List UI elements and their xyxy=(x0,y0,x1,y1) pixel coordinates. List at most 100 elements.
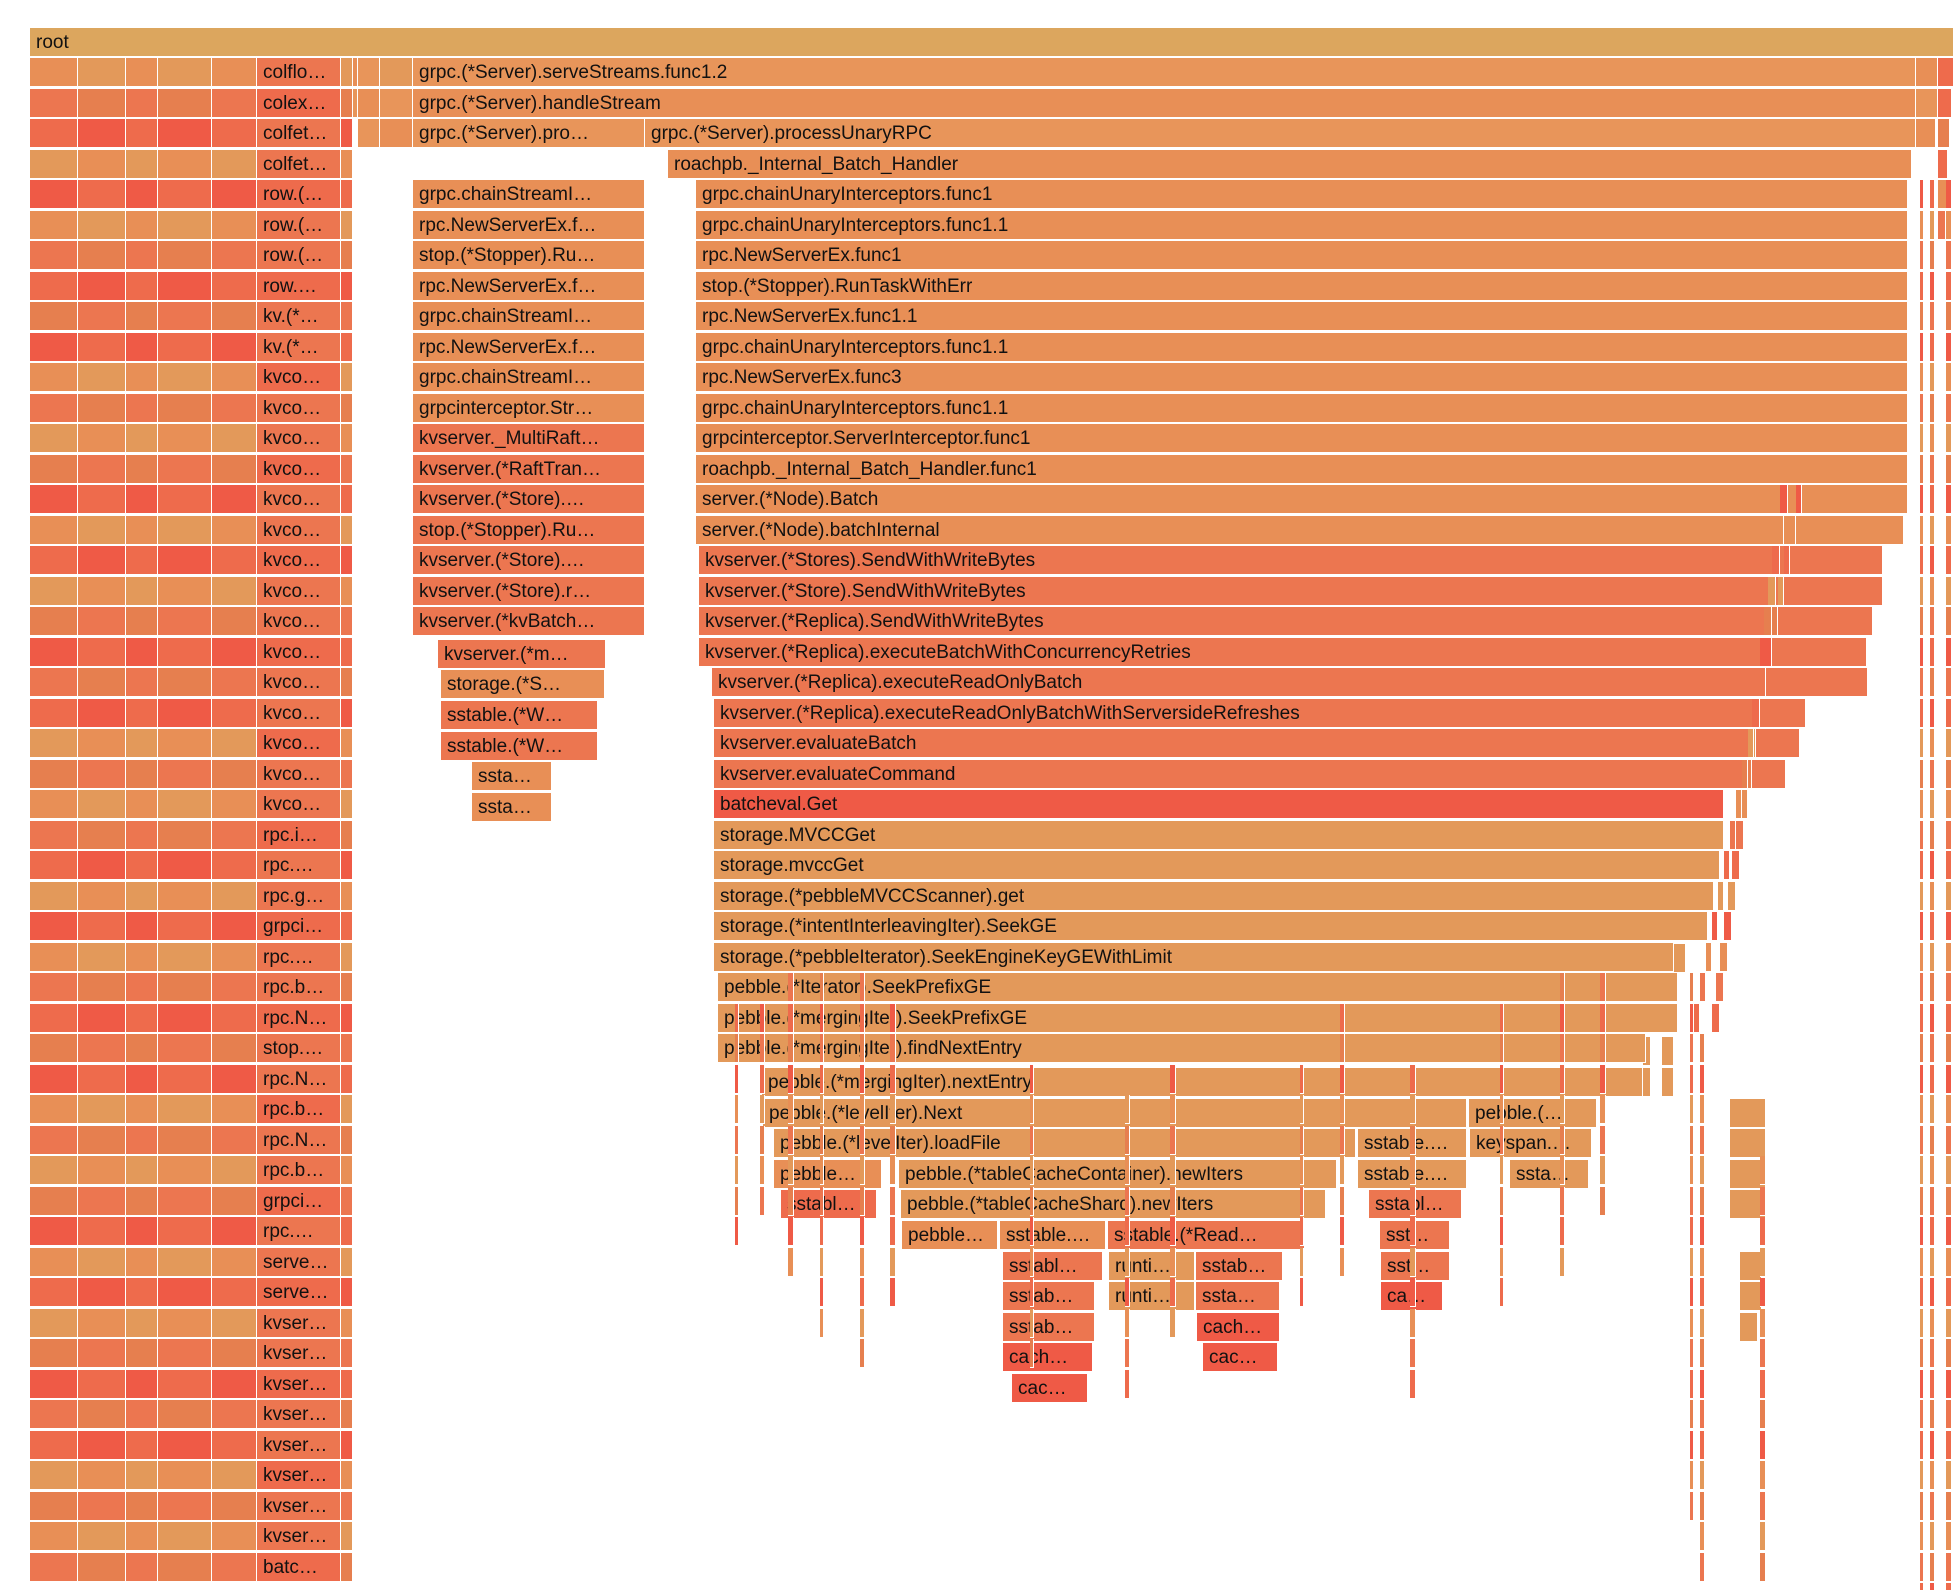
frame-sliver[interactable] xyxy=(1125,1248,1130,1277)
frame-left-strip[interactable] xyxy=(158,1370,212,1399)
frame-left-strip[interactable] xyxy=(78,333,126,362)
frame-sliver[interactable] xyxy=(1700,1522,1705,1551)
frame-main[interactable]: kvserver.(*Replica).executeBatchWithConc… xyxy=(699,638,1867,667)
frame-sliver[interactable] xyxy=(341,1004,353,1033)
frame-sliver[interactable] xyxy=(1946,302,1952,331)
frame-sliver[interactable] xyxy=(1768,577,1776,606)
frame-sliver[interactable] xyxy=(1946,729,1952,758)
frame-left-strip[interactable] xyxy=(30,607,78,636)
frame-sliver[interactable] xyxy=(1643,1037,1651,1066)
frame-sliver[interactable] xyxy=(1946,1339,1952,1368)
frame-sliver[interactable] xyxy=(890,1156,896,1185)
frame-sliver[interactable] xyxy=(1030,1187,1034,1216)
frame-left-strip[interactable] xyxy=(212,516,257,545)
frame-sliver[interactable] xyxy=(358,89,380,118)
frame-sliver[interactable] xyxy=(1724,851,1730,880)
frame-sliver[interactable] xyxy=(1560,1217,1565,1246)
frame-left-strip[interactable] xyxy=(30,180,78,209)
frame-left-strip[interactable] xyxy=(30,760,78,789)
frame-sliver[interactable] xyxy=(1946,1187,1952,1216)
frame-main[interactable]: kvserver.(*Replica).executeReadOnlyBatch xyxy=(712,668,1868,697)
frame-main[interactable]: kvserver.(*Stores).SendWithWriteBytes xyxy=(699,546,1883,575)
frame-sliver[interactable] xyxy=(1916,119,1936,148)
frame-sliver[interactable] xyxy=(1560,1065,1565,1094)
frame-sliver[interactable] xyxy=(1920,1034,1924,1063)
frame-sliver[interactable] xyxy=(1766,638,1772,667)
frame-left-strip[interactable] xyxy=(212,424,257,453)
frame-sliver[interactable] xyxy=(1946,607,1952,636)
frame-sliver[interactable] xyxy=(788,1004,794,1033)
frame-sliver[interactable] xyxy=(890,1034,896,1063)
frame-sliver[interactable] xyxy=(1030,1248,1034,1277)
frame-left-strip[interactable] xyxy=(212,1492,257,1521)
frame-main[interactable]: batcheval.Get xyxy=(714,790,1724,819)
frame-main[interactable]: roachpb._Internal_Batch_Handler.func1 xyxy=(696,455,1908,484)
frame-left-strip[interactable] xyxy=(30,1400,78,1429)
frame-sliver[interactable] xyxy=(1300,1156,1304,1185)
frame-left-strip[interactable] xyxy=(158,973,212,1002)
frame-left-strip[interactable] xyxy=(212,58,257,87)
frame-sliver[interactable] xyxy=(735,1126,739,1155)
frame-sliver[interactable] xyxy=(1930,607,1935,636)
frame-left-strip[interactable] xyxy=(212,1400,257,1429)
frame-sliver[interactable] xyxy=(1600,1095,1606,1124)
frame-left-tail[interactable]: kv.(*… xyxy=(257,302,341,331)
frame-keyspan[interactable]: keyspan.… xyxy=(1470,1129,1592,1158)
frame-left-tail[interactable]: kvco… xyxy=(257,790,341,819)
frame-sliver[interactable] xyxy=(1920,424,1924,453)
frame-left-strip[interactable] xyxy=(158,1339,212,1368)
frame-sliver[interactable] xyxy=(1700,1217,1705,1246)
frame-sliver[interactable] xyxy=(1930,1065,1935,1094)
frame-left-strip[interactable] xyxy=(78,1065,126,1094)
frame-sliver[interactable] xyxy=(1690,1248,1694,1277)
frame-stream[interactable]: grpc.chainStreamI… xyxy=(413,363,645,392)
frame-level-iter-loadfile[interactable]: pebble.(*levelIter).loadFile xyxy=(774,1129,1356,1158)
frame-sliver[interactable] xyxy=(1600,1034,1606,1063)
frame-left-strip[interactable] xyxy=(30,790,78,819)
frame-sliver[interactable] xyxy=(341,272,353,301)
frame-sliver[interactable] xyxy=(1920,180,1924,209)
frame-sliver[interactable] xyxy=(1920,1492,1924,1521)
frame-sliver[interactable] xyxy=(1920,760,1924,789)
frame-left-strip[interactable] xyxy=(126,1370,158,1399)
frame-left-strip[interactable] xyxy=(158,58,212,87)
frame-sliver[interactable] xyxy=(1300,1126,1304,1155)
frame-left-strip[interactable] xyxy=(126,333,158,362)
frame-left-tail[interactable]: kvco… xyxy=(257,638,341,667)
frame-sliver[interactable] xyxy=(1690,973,1694,1002)
frame-sliver[interactable] xyxy=(1760,1156,1766,1185)
frame-sliver[interactable] xyxy=(788,1156,794,1185)
frame-sliver[interactable] xyxy=(1700,1034,1705,1063)
frame-left-strip[interactable] xyxy=(30,363,78,392)
frame-sliver[interactable] xyxy=(820,1095,824,1124)
frame-main[interactable]: grpc.chainUnaryInterceptors.func1 xyxy=(696,180,1908,209)
frame-left-strip[interactable] xyxy=(158,1034,212,1063)
frame-sliver[interactable] xyxy=(890,1187,896,1216)
frame-sliver[interactable] xyxy=(1930,1217,1935,1246)
frame-left-strip[interactable] xyxy=(126,1095,158,1124)
frame-sliver[interactable] xyxy=(1125,1156,1130,1185)
frame-left-tail[interactable]: batc… xyxy=(257,1553,341,1582)
frame-sliver[interactable] xyxy=(341,1431,353,1460)
frame-sliver[interactable] xyxy=(1340,1126,1345,1155)
frame-sliver[interactable] xyxy=(1690,1187,1694,1216)
frame-left-strip[interactable] xyxy=(126,1156,158,1185)
frame-left-strip[interactable] xyxy=(126,241,158,270)
frame-left-strip[interactable] xyxy=(126,1461,158,1490)
frame-sliver[interactable] xyxy=(1690,1339,1694,1368)
frame-left-strip[interactable] xyxy=(78,211,126,240)
frame-left-tail[interactable]: kvco… xyxy=(257,577,341,606)
frame-sliver[interactable] xyxy=(341,546,353,575)
frame-left-strip[interactable] xyxy=(212,119,257,148)
frame-left-strip[interactable] xyxy=(212,1004,257,1033)
frame-sliver[interactable] xyxy=(1300,1095,1304,1124)
frame-left-strip[interactable] xyxy=(212,1553,257,1582)
frame-left-strip[interactable] xyxy=(158,241,212,270)
frame-stream[interactable]: stop.(*Stopper).Ru… xyxy=(413,516,645,545)
frame-left-strip[interactable] xyxy=(30,1156,78,1185)
frame-left-strip[interactable] xyxy=(30,668,78,697)
frame-sliver[interactable] xyxy=(1930,1095,1935,1124)
frame-sliver[interactable] xyxy=(341,424,353,453)
frame-left-strip[interactable] xyxy=(126,607,158,636)
frame-sliver[interactable] xyxy=(1170,1217,1176,1246)
